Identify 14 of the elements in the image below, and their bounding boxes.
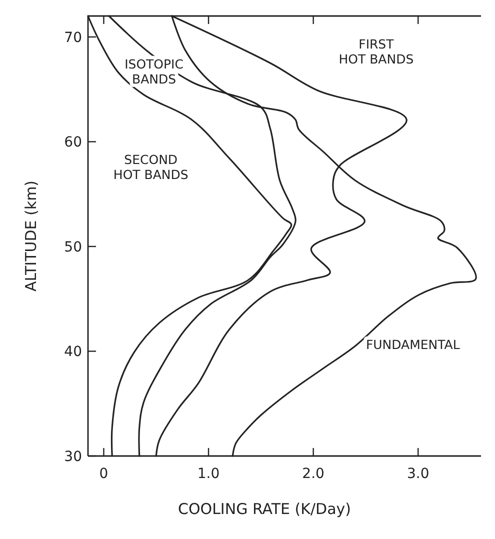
y-tick-label: 30 <box>64 449 82 465</box>
x-tick-label: 0 <box>99 466 108 482</box>
y-tick-label: 50 <box>64 239 82 256</box>
x-tick-label: 3.0 <box>406 466 430 482</box>
y-axis-title: ALTITUDE (km) <box>22 180 40 292</box>
legend-label: FIRST HOT BANDS <box>338 36 414 67</box>
y-tick-label: 70 <box>64 30 82 46</box>
text: SECOND HOT BANDS <box>113 152 188 182</box>
x-axis-title: COOLING RATE (K/Day) <box>178 500 352 518</box>
y-tick-label: 60 <box>64 134 82 151</box>
x-tick-label: 2.0 <box>302 466 324 482</box>
x-tick-label: 1.0 <box>197 466 220 482</box>
series-label: FUNDAMENTAL <box>366 336 460 352</box>
y-tick-label: 40 <box>64 344 82 360</box>
